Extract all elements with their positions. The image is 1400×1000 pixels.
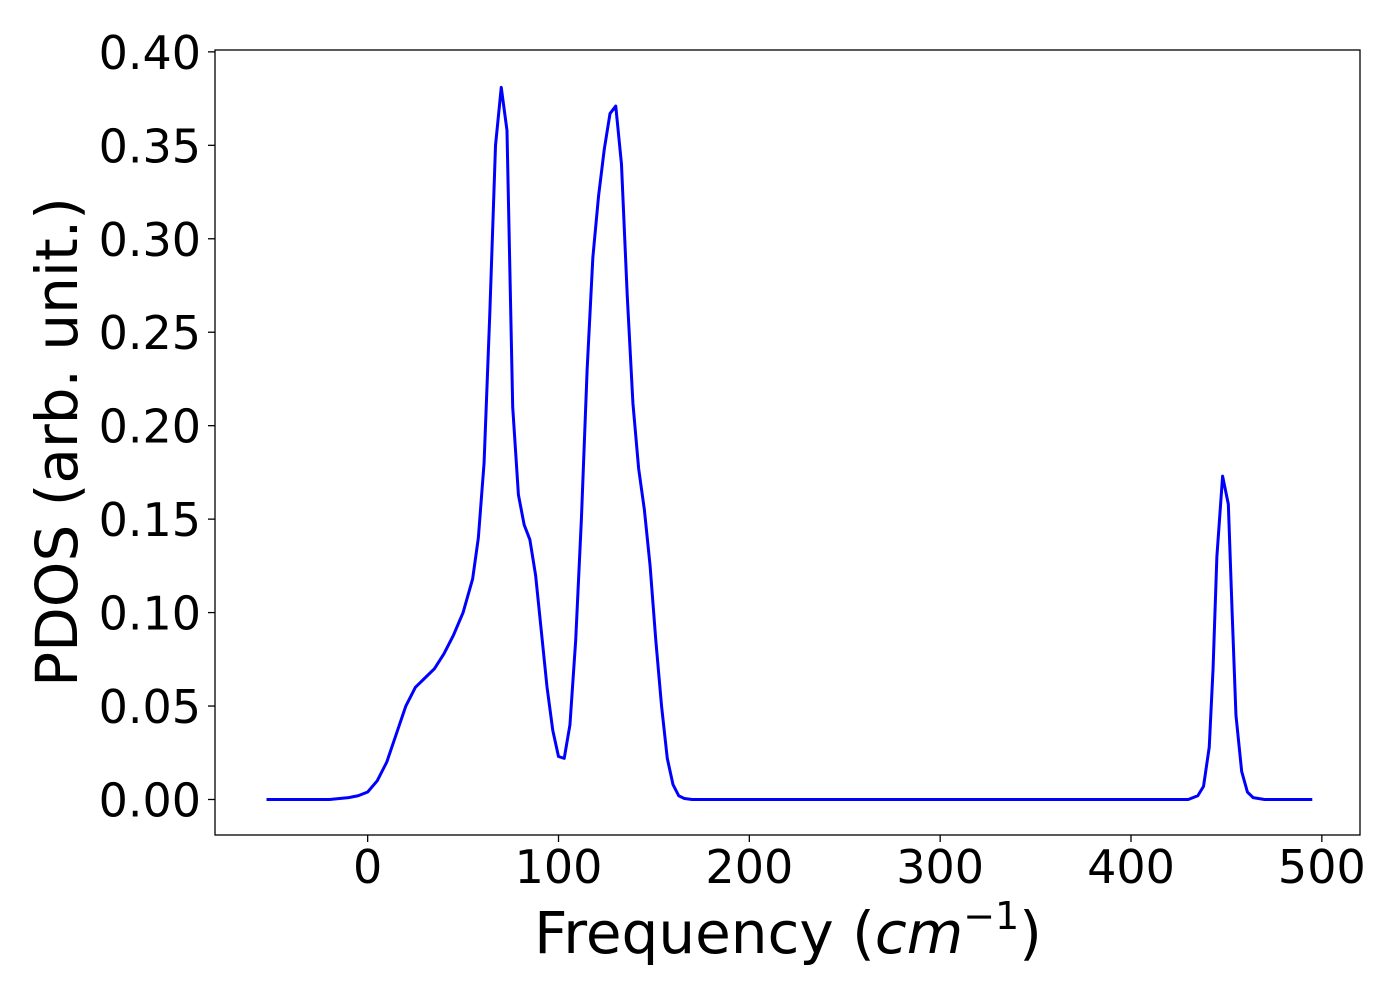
y-tick-label: 0.25 xyxy=(99,306,201,360)
y-tick-label: 0.10 xyxy=(99,587,201,641)
plot-frame xyxy=(214,49,1361,836)
pdos-series-line xyxy=(266,85,1313,801)
x-tick-label: 0 xyxy=(353,840,382,894)
y-tick-label: 0.00 xyxy=(99,773,201,827)
x-tick-label: 200 xyxy=(705,840,793,894)
y-tick-label: 0.40 xyxy=(99,26,201,80)
x-axis-label: Frequency (cm−1) xyxy=(534,894,1042,967)
y-tick-label: 0.30 xyxy=(99,213,201,267)
x-tick-label: 300 xyxy=(896,840,984,894)
y-tick-label: 0.05 xyxy=(99,680,201,734)
y-axis-ticks: 0.00 0.05 0.10 0.15 0.20 0.25 0.30 0.35 0.40 xyxy=(99,26,215,827)
x-tick-label: 500 xyxy=(1278,840,1366,894)
y-tick-label: 0.15 xyxy=(99,493,201,547)
x-axis-ticks: 0 100 200 300 400 500 xyxy=(353,835,1366,894)
x-tick-label: 100 xyxy=(515,840,603,894)
x-tick-label: 400 xyxy=(1087,840,1175,894)
y-tick-label: 0.20 xyxy=(99,400,201,454)
y-tick-label: 0.35 xyxy=(99,119,201,173)
y-axis-label: PDOS (arb. unit.) xyxy=(23,197,91,687)
